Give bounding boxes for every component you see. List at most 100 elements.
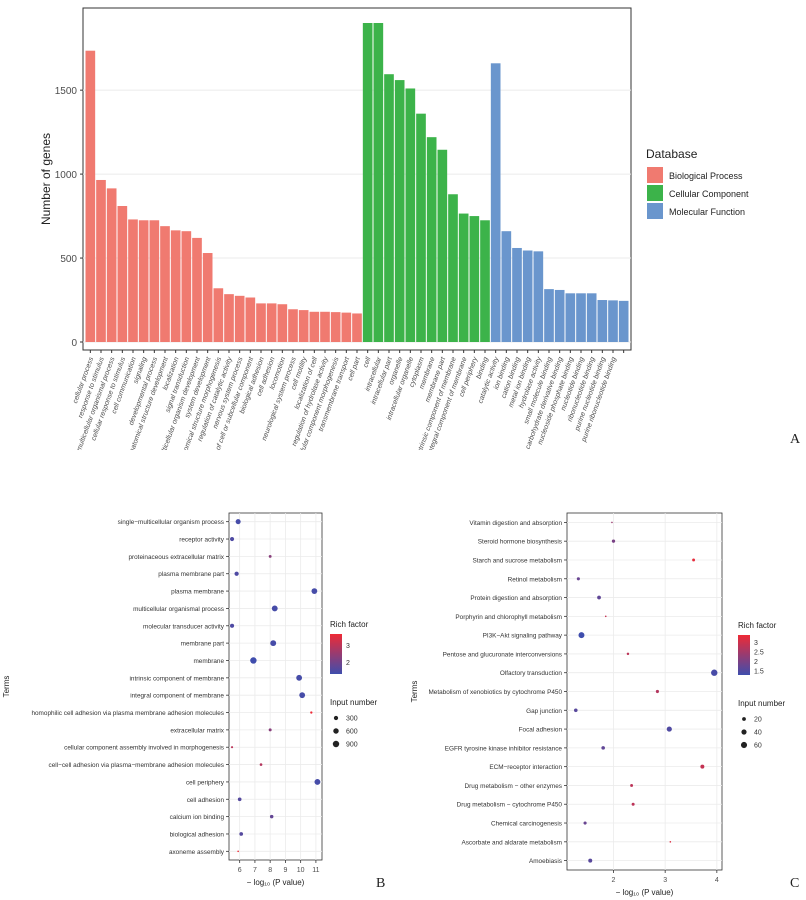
x-tick-label: 8 xyxy=(268,867,272,874)
term-label: molecular transducer activity xyxy=(143,623,225,630)
bar xyxy=(170,230,181,342)
term-label: plasma membrane part xyxy=(158,571,224,578)
bubble-point xyxy=(296,674,303,681)
bar xyxy=(96,179,106,342)
size-legend-point xyxy=(332,740,340,748)
size-legend-label: 40 xyxy=(754,730,762,737)
term-label: cell−cell adhesion via plasma−membrane a… xyxy=(49,762,225,769)
bubble-point xyxy=(692,558,696,562)
bar xyxy=(544,289,554,342)
bar xyxy=(330,312,341,342)
bubble-point xyxy=(314,778,321,785)
legend-label: Molecular Function xyxy=(669,207,745,217)
color-legend-tick: 3 xyxy=(754,640,758,647)
size-legend-title: Input number xyxy=(738,699,785,708)
term-label: intrinsic component of membrane xyxy=(130,675,225,682)
size-legend-point xyxy=(333,728,339,734)
term-label: calcium ion binding xyxy=(170,814,225,821)
bar xyxy=(373,23,384,342)
term-label: plasma membrane xyxy=(171,589,224,596)
legend-title: Database xyxy=(646,147,698,161)
x-tick-label: 3 xyxy=(663,877,667,884)
term-label: membrane xyxy=(193,658,224,665)
color-legend-tick: 2 xyxy=(754,659,758,666)
color-legend-tick: 3 xyxy=(346,643,350,650)
bubble-point xyxy=(604,615,607,618)
bar xyxy=(213,288,224,342)
bar xyxy=(469,216,480,342)
size-legend-label: 900 xyxy=(346,742,358,749)
y-tick-label: 500 xyxy=(60,254,77,265)
bar xyxy=(586,293,597,342)
term-label: homophilic cell adhesion via plasma memb… xyxy=(31,710,224,717)
legend-swatch xyxy=(647,167,663,183)
y-tick-label: 1000 xyxy=(55,170,78,181)
bar xyxy=(224,294,234,342)
term-label: PI3K−Akt signaling pathway xyxy=(483,633,563,640)
size-legend-label: 20 xyxy=(754,717,762,724)
term-label: Gap junction xyxy=(526,708,562,715)
bar xyxy=(512,247,522,342)
bubble-point xyxy=(237,797,242,802)
color-legend-tick: 2.5 xyxy=(754,650,764,657)
bubble-point xyxy=(578,632,585,639)
bar xyxy=(288,309,298,342)
bar xyxy=(437,149,448,342)
bar xyxy=(234,295,245,342)
term-label: Amoebiasis xyxy=(529,858,562,865)
bubble-point xyxy=(237,850,239,853)
bubble-point xyxy=(270,640,277,647)
y-axis-label: Number of genes xyxy=(39,133,53,225)
x-tick-label: cell xyxy=(362,356,372,369)
bar xyxy=(149,220,160,342)
term-label: extracellular matrix xyxy=(170,727,224,734)
term-label: membrane part xyxy=(181,641,225,648)
bubble-point xyxy=(597,595,601,600)
term-label: Retinol metabolism xyxy=(508,576,562,583)
bar xyxy=(554,289,565,342)
x-tick-label: 9 xyxy=(283,867,287,874)
bubble-point xyxy=(711,669,718,676)
bubble-point xyxy=(230,746,234,749)
term-label: cell adhesion xyxy=(187,797,225,804)
x-tick-label: 11 xyxy=(312,867,319,874)
bubble-point xyxy=(259,763,263,766)
go-bubble-chart: 6 7 8 9 10 11 single−multicellular organism pr… xyxy=(2,512,377,887)
bubble-point xyxy=(626,652,630,656)
legend-swatch xyxy=(647,185,663,201)
term-label: cellular component assembly involved in … xyxy=(64,745,224,752)
bar xyxy=(533,251,544,342)
term-label: Drug metabolism − other enzymes xyxy=(465,783,563,790)
bar xyxy=(138,220,149,342)
term-label: single−multicellular organism process xyxy=(118,519,224,526)
bar xyxy=(576,293,586,342)
panel-label-a: A xyxy=(790,432,801,447)
bubble-point xyxy=(311,588,318,594)
term-label: receptor activity xyxy=(179,537,225,544)
term-label: EGFR tyrosine kinase inhibitor resistanc… xyxy=(445,745,563,752)
term-label: Olfactory transduction xyxy=(500,670,563,677)
bar xyxy=(597,300,608,342)
bubble-point xyxy=(601,746,605,750)
bar xyxy=(320,311,330,342)
term-label: Metabolism of xenobiotics by cytochrome … xyxy=(428,689,562,696)
bar xyxy=(490,63,501,342)
bubble-point xyxy=(234,571,239,576)
bar xyxy=(298,310,309,342)
term-label: cell periphery xyxy=(186,779,225,786)
y-axis-label: Terms xyxy=(2,676,11,698)
color-legend-tick: 1.5 xyxy=(754,669,764,676)
size-legend-label: 300 xyxy=(346,716,358,723)
bar xyxy=(192,237,202,342)
bar xyxy=(106,188,117,342)
bar xyxy=(128,219,138,342)
term-label: Starch and sucrose metabolism xyxy=(472,557,562,564)
bubble-point xyxy=(700,764,705,769)
bar xyxy=(426,137,437,342)
bar xyxy=(608,300,618,342)
bubble-point xyxy=(235,519,241,525)
bubble-point xyxy=(631,802,635,806)
bubble-point xyxy=(268,554,272,558)
y-tick-label: 1500 xyxy=(55,86,78,97)
term-label: multicellular organismal process xyxy=(133,606,224,613)
